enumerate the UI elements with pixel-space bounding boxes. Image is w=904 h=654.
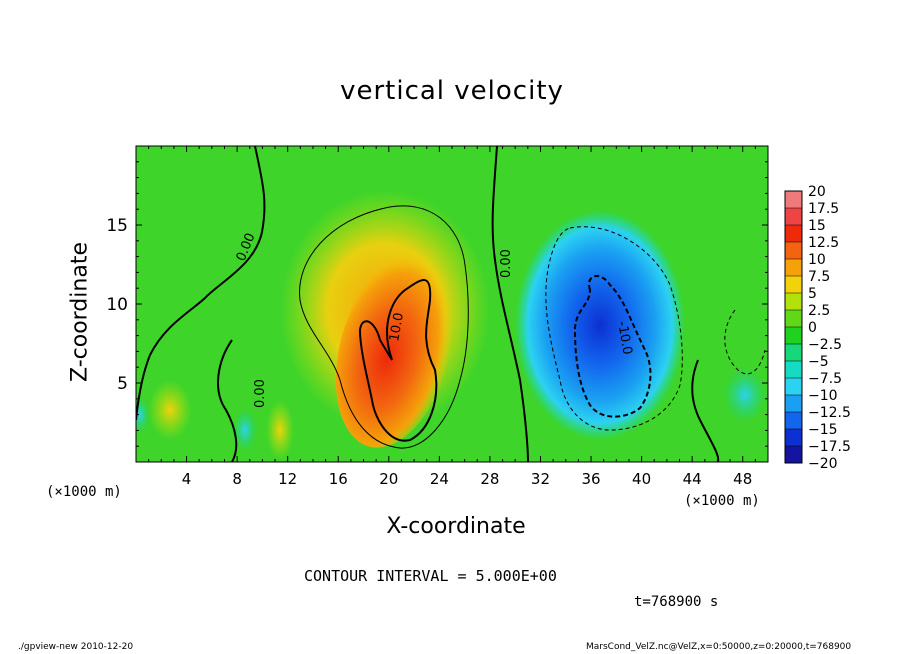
cool-cell-1: [233, 408, 257, 452]
x-tick-label: 12: [278, 470, 297, 488]
colorbar-label: 17.5: [808, 201, 839, 217]
y-tick-label: 15: [106, 216, 128, 236]
y-axis-ticks: 5 10 15: [106, 161, 768, 447]
colorbar-swatch: [785, 446, 802, 464]
colorbar-swatch: [785, 310, 802, 328]
cool-cell-3: [136, 397, 150, 433]
zero-contour-left: [136, 146, 266, 421]
contour-label-plus-ten: 10.0: [387, 312, 407, 343]
x-unit-label-left: (×1000 m): [46, 484, 122, 500]
colorbar-swatch: [785, 276, 802, 294]
colorbar-label: −15: [808, 422, 838, 438]
colorbar-swatch: [785, 208, 802, 226]
colorbar-swatch: [785, 395, 802, 413]
colorbar-swatch: [785, 361, 802, 379]
heatmap-field: [136, 146, 768, 462]
x-tick-label: 48: [733, 470, 752, 488]
contour-lines: [136, 146, 766, 462]
colorbar-swatch: [785, 259, 802, 277]
zero-contour-right: [691, 359, 720, 462]
contour-interval-note: CONTOUR INTERVAL = 5.000E+00: [304, 567, 557, 585]
colorbar-swatch: [785, 412, 802, 430]
chart-title: vertical velocity: [340, 76, 564, 106]
colorbar-swatch: [785, 191, 802, 209]
x-unit-label-right: (×1000 m): [684, 493, 760, 509]
colorbar-label: −17.5: [808, 439, 851, 455]
colorbar-label: 7.5: [808, 269, 830, 285]
plus-five-contour: [299, 205, 469, 449]
contour-label-minus-ten: -10.0: [614, 320, 635, 356]
colorbar: 2017.51512.5107.552.50−2.5−5−7.5−10−12.5…: [784, 184, 851, 472]
colorbar-label: 20: [808, 184, 826, 200]
minus-five-contour: [545, 226, 683, 431]
warm-cell-1: [148, 380, 192, 440]
colorbar-label: −7.5: [808, 371, 842, 387]
footer-left: ./gpview-new 2010-12-20: [18, 642, 134, 652]
colorbar-label: 10: [808, 252, 826, 268]
y-tick-label: 5: [117, 374, 128, 394]
colorbar-swatch: [785, 293, 802, 311]
plus-ten-contour: [358, 279, 438, 442]
minus-ten-contour: [573, 275, 652, 418]
zero-contour-mid: [491, 146, 529, 462]
x-axis-ticks: 4 8 12 16 20 24 28 32 36 40 44 48: [148, 146, 756, 488]
contour-label-zero-3: 0.00: [253, 379, 268, 408]
colorbar-label: −5: [808, 354, 829, 370]
y-tick-label: 10: [106, 295, 128, 315]
x-tick-label: 24: [430, 470, 449, 488]
colorbar-label: −2.5: [808, 337, 842, 353]
x-tick-label: 8: [232, 470, 242, 488]
zero-contour-small: [217, 339, 238, 462]
colorbar-swatch: [785, 429, 802, 447]
colorbar-swatch: [785, 327, 802, 345]
downdraft-core: [515, 210, 685, 440]
x-tick-label: 16: [329, 470, 348, 488]
x-tick-label: 36: [581, 470, 600, 488]
x-tick-label: 28: [480, 470, 499, 488]
colorbar-swatch: [785, 378, 802, 396]
updraft-core: [335, 252, 455, 448]
colorbar-label: 0: [808, 320, 817, 336]
colorbar-label: −10: [808, 388, 838, 404]
colorbar-swatch: [785, 242, 802, 260]
cool-cell-2: [723, 367, 767, 423]
colorbar-label: 12.5: [808, 235, 839, 251]
colorbar-label: −12.5: [808, 405, 851, 421]
x-tick-label: 20: [379, 470, 398, 488]
colorbar-swatch: [785, 344, 802, 362]
colorbar-label: 5: [808, 286, 817, 302]
colorbar-swatch: [785, 225, 802, 243]
x-tick-label: 32: [531, 470, 550, 488]
contour-label-zero-2: 0.00: [499, 249, 514, 278]
x-tick-label: 40: [632, 470, 651, 488]
x-axis-label: X-coordinate: [386, 514, 526, 539]
x-tick-label: 44: [683, 470, 702, 488]
colorbar-label: −20: [808, 456, 838, 472]
colorbar-label: 15: [808, 218, 826, 234]
colorbar-label: 2.5: [808, 303, 830, 319]
minus-five-contour-right: [724, 309, 766, 375]
time-note: t=768900 s: [634, 594, 719, 610]
footer-right: MarsCond_VelZ.nc@VelZ,x=0:50000,z=0:2000…: [586, 642, 852, 652]
warm-cell-2: [266, 400, 294, 460]
x-tick-label: 4: [182, 470, 192, 488]
